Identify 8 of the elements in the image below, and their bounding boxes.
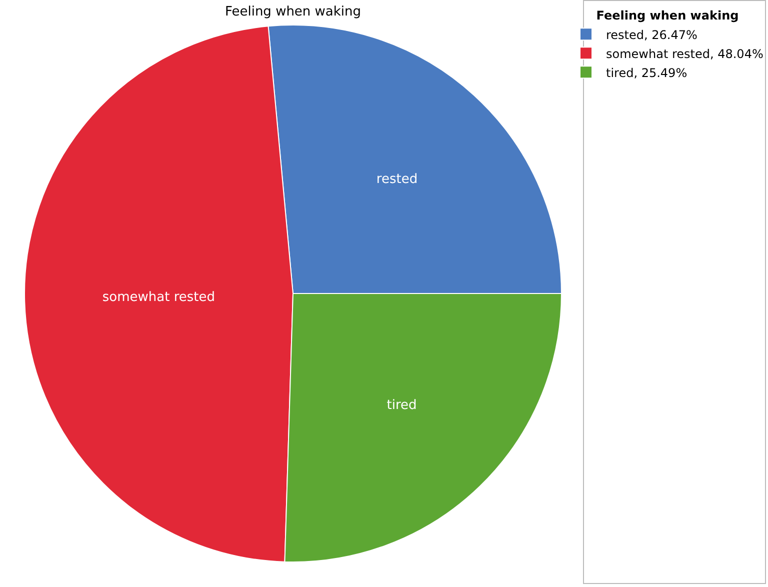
legend-label: rested, 26.47% bbox=[606, 28, 698, 42]
chart-title: Feeling when waking bbox=[224, 4, 362, 20]
legend-label: tired, 25.49% bbox=[606, 66, 688, 80]
legend-title: Feeling when waking bbox=[596, 8, 739, 23]
data-label: somewhat rested bbox=[102, 290, 216, 306]
data-label: tired bbox=[386, 398, 417, 414]
data-label: rested bbox=[376, 172, 418, 187]
legend-label: somewhat rested, 48.04% bbox=[606, 46, 764, 61]
